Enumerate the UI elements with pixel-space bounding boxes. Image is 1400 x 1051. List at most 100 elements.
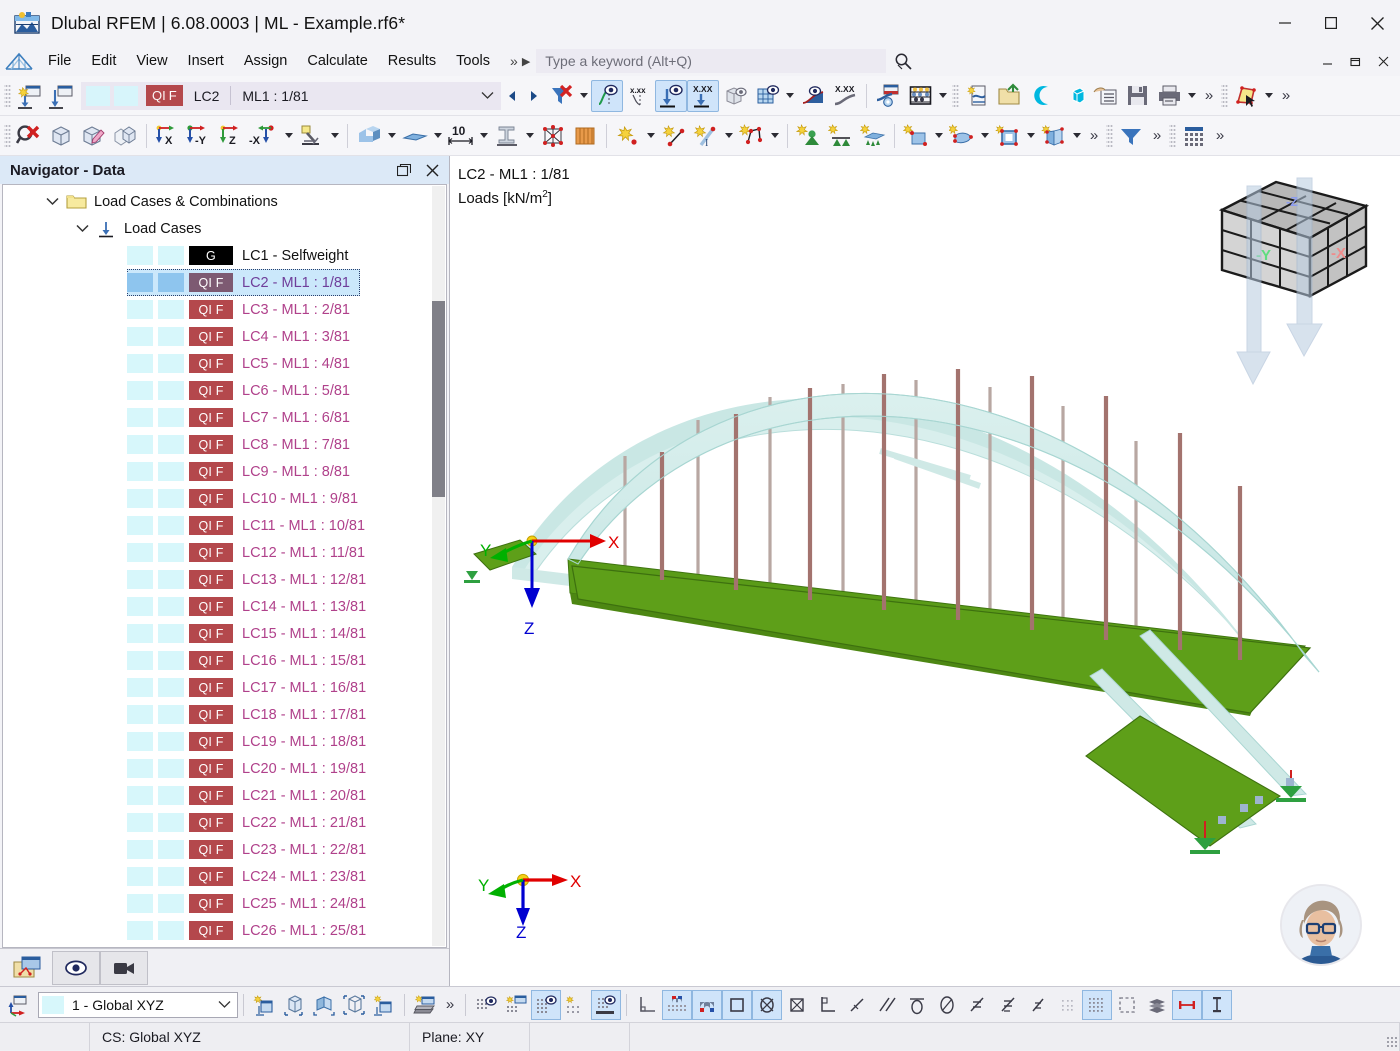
toolbar-grip-6[interactable] [1169, 122, 1176, 149]
angle-snap-icon[interactable] [812, 990, 842, 1020]
prev-load-case-button[interactable] [501, 81, 523, 111]
load-case-color-swatch[interactable] [158, 408, 184, 427]
menu-view[interactable]: View [136, 53, 168, 69]
load-case-visibility-swatch[interactable] [127, 759, 153, 778]
menu-assign[interactable]: Assign [243, 53, 288, 69]
edit-surface-dropdown-arrow[interactable] [1262, 80, 1276, 112]
select-region-icon[interactable] [1112, 990, 1142, 1020]
chevron-down-icon[interactable] [211, 1000, 237, 1009]
circle-snap-icon[interactable] [932, 990, 962, 1020]
navigator-scrollbar-thumb[interactable] [432, 301, 445, 497]
calc-dropdown-arrow[interactable] [936, 80, 950, 112]
user-avatar[interactable] [1280, 884, 1362, 966]
solid-new-dropdown-arrow[interactable] [978, 120, 992, 152]
load-case-color-swatch[interactable] [158, 435, 184, 454]
object-dropdown-arrow[interactable] [1070, 120, 1084, 152]
search-input[interactable]: Type a keyword (Alt+Q) [536, 49, 887, 73]
load-case-color-swatch[interactable] [158, 300, 184, 319]
load-case-color-swatch[interactable] [158, 921, 184, 940]
deselect-all-icon[interactable] [13, 120, 45, 152]
filter-dropdown-arrow[interactable] [577, 80, 591, 112]
view-neg-x-icon[interactable]: -X [248, 120, 282, 152]
filter-delete-icon[interactable] [545, 80, 577, 112]
ellipse-snap-icon[interactable] [902, 990, 932, 1020]
load-case-row[interactable]: QI F LC7 - ML1 : 6/81 [3, 404, 446, 431]
load-case-row[interactable]: QI F LC26 - ML1 : 25/81 [3, 917, 446, 944]
section-dropdown-arrow[interactable] [523, 120, 537, 152]
toolbar-overflow-1[interactable]: » [1204, 87, 1214, 104]
load-case-color-swatch[interactable] [158, 678, 184, 697]
load-case-color-swatch[interactable] [158, 786, 184, 805]
perp-snap-icon[interactable] [992, 990, 1022, 1020]
magnet-snap-icon[interactable] [692, 989, 722, 1020]
toolbar-overflow-5[interactable]: » [1215, 127, 1225, 144]
cloud-icon[interactable] [1025, 80, 1057, 112]
navigator-display-tab[interactable] [52, 950, 100, 985]
load-case-visibility-swatch[interactable] [127, 327, 153, 346]
load-case-visibility-swatch[interactable] [127, 597, 153, 616]
cs-copy-icon[interactable] [339, 990, 369, 1020]
new-support-icon[interactable] [793, 120, 825, 152]
new-surface-icon[interactable] [900, 120, 932, 152]
opening-dropdown-arrow[interactable] [1024, 120, 1038, 152]
filter-icon[interactable] [1115, 120, 1147, 152]
load-case-visibility-swatch[interactable] [127, 246, 153, 265]
load-case-color-swatch[interactable] [158, 462, 184, 481]
object-snap-icon[interactable] [662, 989, 692, 1020]
load-case-row[interactable]: QI F LC24 - ML1 : 23/81 [3, 863, 446, 890]
load-case-color-swatch[interactable] [158, 516, 184, 535]
load-case-selector[interactable]: QI F LC2 ML1 : 1/81 [81, 81, 501, 110]
chevron-down-icon[interactable] [71, 215, 93, 242]
toolbar-grip[interactable] [4, 82, 11, 109]
dotted-snap-icon[interactable] [1052, 990, 1082, 1020]
load-case-visibility-swatch[interactable] [127, 894, 153, 913]
menu-edit[interactable]: Edit [91, 53, 117, 69]
view-x-icon[interactable]: X [152, 120, 184, 152]
load-case-visibility-swatch[interactable] [127, 300, 153, 319]
load-case-color-swatch[interactable] [158, 840, 184, 859]
new-load-case-icon[interactable] [13, 80, 45, 112]
menu-insert[interactable]: Insert [187, 53, 224, 69]
load-case-visibility-swatch[interactable] [127, 921, 153, 940]
load-case-row[interactable]: QI F LC2 - ML1 : 1/81 [3, 269, 446, 296]
cs-move-icon[interactable] [309, 990, 339, 1020]
load-case-color-swatch[interactable] [158, 381, 184, 400]
workplane-icon[interactable] [410, 990, 440, 1020]
load-case-color-swatch[interactable] [158, 354, 184, 373]
line-snap-icon[interactable] [842, 990, 872, 1020]
extend-snap-icon[interactable] [962, 990, 992, 1020]
solid-dropdown-arrow[interactable] [385, 120, 399, 152]
open-model-icon[interactable] [993, 80, 1025, 112]
toolbar-overflow-3[interactable]: » [1089, 127, 1099, 144]
microscope-icon[interactable] [296, 120, 328, 152]
edit-load-case-icon[interactable] [45, 80, 77, 112]
show-volumes-icon[interactable] [719, 80, 751, 112]
load-case-row[interactable]: G LC1 - Selfweight [3, 242, 446, 269]
dimension-10-icon[interactable]: 10 [445, 120, 477, 152]
load-case-visibility-swatch[interactable] [127, 624, 153, 643]
load-case-row[interactable]: QI F LC13 - ML1 : 12/81 [3, 566, 446, 593]
show-load-values-icon[interactable]: X.XX [687, 79, 719, 112]
edit-surface-icon[interactable] [1230, 80, 1262, 112]
point-grid-icon[interactable] [561, 990, 591, 1020]
load-case-row[interactable]: QI F LC16 - ML1 : 15/81 [3, 647, 446, 674]
load-case-visibility-swatch[interactable] [127, 732, 153, 751]
render-dropdown-arrow[interactable] [783, 80, 797, 112]
load-case-row[interactable]: QI F LC4 - ML1 : 3/81 [3, 323, 446, 350]
load-case-visibility-swatch[interactable] [127, 840, 153, 859]
load-case-visibility-swatch[interactable] [127, 705, 153, 724]
menu-tools[interactable]: Tools [456, 53, 491, 69]
menu-overflow[interactable]: » ▶ [510, 53, 530, 69]
cross-select-icon[interactable] [752, 989, 782, 1020]
new-line-support-icon[interactable] [825, 120, 857, 152]
toolbar-grip-4[interactable] [4, 122, 11, 149]
load-case-visibility-swatch[interactable] [127, 381, 153, 400]
cs-rotate-icon[interactable] [279, 990, 309, 1020]
toolbar-grip-5[interactable] [1106, 122, 1113, 149]
close-icon[interactable] [419, 158, 445, 182]
new-model-icon[interactable] [961, 80, 993, 112]
load-case-color-swatch[interactable] [158, 813, 184, 832]
select-model-icon[interactable] [1089, 80, 1121, 112]
load-case-row[interactable]: QI F LC10 - ML1 : 9/81 [3, 485, 446, 512]
surface-icon[interactable] [399, 120, 431, 152]
